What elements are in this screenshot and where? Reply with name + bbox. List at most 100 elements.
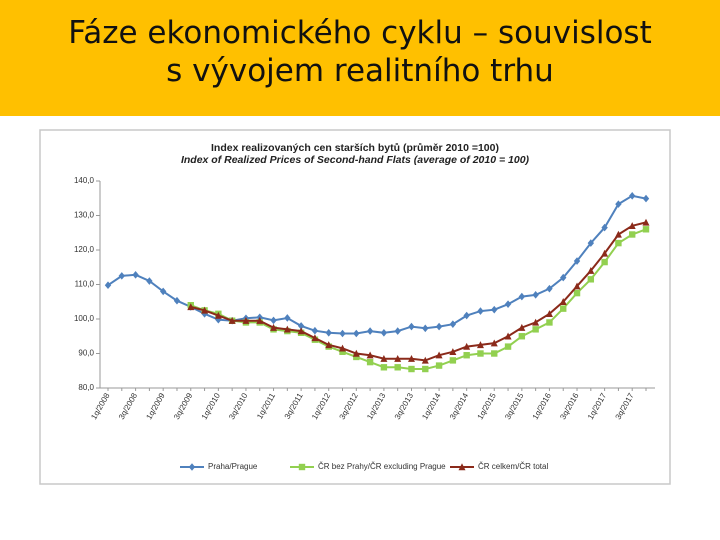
y-tick-label: 110,0 bbox=[75, 280, 95, 289]
series-line bbox=[107, 194, 647, 335]
marker bbox=[518, 292, 526, 301]
marker bbox=[560, 273, 567, 282]
marker bbox=[421, 356, 429, 364]
marker bbox=[546, 284, 553, 293]
marker bbox=[587, 276, 595, 283]
marker bbox=[449, 357, 457, 364]
marker bbox=[256, 317, 264, 324]
marker bbox=[146, 277, 153, 285]
marker bbox=[532, 291, 539, 299]
series-line bbox=[190, 228, 647, 370]
marker bbox=[422, 324, 429, 333]
marker bbox=[573, 257, 581, 265]
marker bbox=[214, 311, 222, 319]
marker bbox=[188, 463, 196, 471]
marker bbox=[173, 296, 181, 305]
marker bbox=[491, 350, 498, 357]
marker bbox=[311, 334, 319, 342]
legend-item: ČR bez Prahy/ČR excluding Prague bbox=[290, 462, 446, 471]
chart-subtitle: Index of Realized Prices of Second-hand … bbox=[181, 154, 530, 166]
marker bbox=[187, 303, 195, 311]
marker bbox=[353, 353, 360, 361]
marker bbox=[339, 329, 346, 338]
marker bbox=[601, 223, 608, 232]
marker bbox=[366, 351, 374, 359]
marker bbox=[366, 327, 374, 335]
title-banner: Fáze ekonomického cyklu – souvislost s v… bbox=[0, 0, 720, 116]
marker bbox=[284, 314, 291, 322]
marker bbox=[408, 322, 415, 331]
slide-title: Fáze ekonomického cyklu – souvislost bbox=[68, 15, 652, 51]
y-tick-label: 140,0 bbox=[74, 176, 95, 185]
marker bbox=[228, 317, 236, 324]
marker bbox=[615, 200, 622, 208]
marker bbox=[629, 231, 636, 238]
marker bbox=[201, 310, 208, 318]
marker bbox=[449, 320, 457, 328]
marker bbox=[408, 365, 415, 373]
marker bbox=[449, 348, 457, 355]
marker bbox=[642, 226, 650, 233]
marker bbox=[297, 327, 305, 335]
marker bbox=[518, 323, 526, 331]
marker bbox=[587, 267, 595, 274]
marker bbox=[463, 342, 471, 350]
marker bbox=[573, 289, 581, 297]
marker bbox=[352, 349, 360, 357]
marker bbox=[628, 222, 636, 230]
marker bbox=[297, 322, 305, 330]
marker bbox=[380, 329, 388, 337]
marker bbox=[407, 354, 415, 362]
marker bbox=[118, 272, 125, 280]
legend-label: ČR celkem/ČR total bbox=[478, 462, 548, 471]
marker bbox=[339, 348, 346, 355]
chart-title: Index realizovaných cen starších bytů (p… bbox=[211, 142, 499, 154]
marker bbox=[545, 310, 553, 318]
marker bbox=[270, 316, 277, 325]
marker bbox=[298, 463, 306, 471]
marker bbox=[311, 326, 319, 335]
marker bbox=[463, 352, 470, 359]
marker bbox=[435, 351, 443, 359]
marker bbox=[159, 287, 167, 296]
slide-title: s vývojem realitního trhu bbox=[166, 53, 554, 89]
marker bbox=[380, 364, 388, 371]
marker bbox=[201, 306, 209, 314]
legend-item: Praha/Prague bbox=[180, 462, 258, 471]
marker bbox=[546, 319, 553, 326]
marker bbox=[476, 341, 484, 349]
marker bbox=[587, 239, 595, 247]
y-tick-label: 100,0 bbox=[74, 314, 95, 323]
chart-frame bbox=[39, 129, 671, 485]
y-tick-label: 130,0 bbox=[74, 211, 95, 220]
marker bbox=[394, 354, 402, 362]
marker bbox=[573, 282, 581, 290]
marker bbox=[270, 323, 278, 331]
marker bbox=[614, 230, 622, 238]
marker bbox=[394, 327, 401, 335]
marker bbox=[422, 365, 429, 373]
y-tick-label: 120,0 bbox=[74, 245, 95, 254]
marker bbox=[435, 362, 443, 369]
y-tick-label: 80,0 bbox=[78, 383, 94, 392]
marker bbox=[339, 344, 347, 352]
marker bbox=[504, 343, 512, 350]
marker bbox=[601, 249, 609, 257]
legend-label: ČR bez Prahy/ČR excluding Prague bbox=[318, 462, 446, 471]
legend-item: ČR celkem/ČR total bbox=[450, 462, 548, 471]
marker bbox=[532, 326, 539, 333]
marker bbox=[601, 258, 608, 266]
marker bbox=[491, 305, 498, 314]
marker bbox=[353, 329, 360, 338]
marker bbox=[477, 307, 484, 315]
marker bbox=[366, 358, 374, 366]
marker bbox=[104, 281, 112, 289]
marker bbox=[283, 325, 291, 333]
legend-label: Praha/Prague bbox=[208, 462, 258, 471]
marker bbox=[642, 194, 650, 203]
marker bbox=[458, 463, 466, 471]
marker bbox=[559, 298, 567, 305]
marker bbox=[215, 315, 222, 324]
marker bbox=[463, 311, 470, 320]
